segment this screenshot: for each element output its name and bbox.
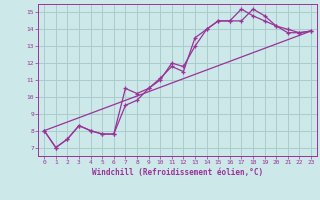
X-axis label: Windchill (Refroidissement éolien,°C): Windchill (Refroidissement éolien,°C) xyxy=(92,168,263,177)
